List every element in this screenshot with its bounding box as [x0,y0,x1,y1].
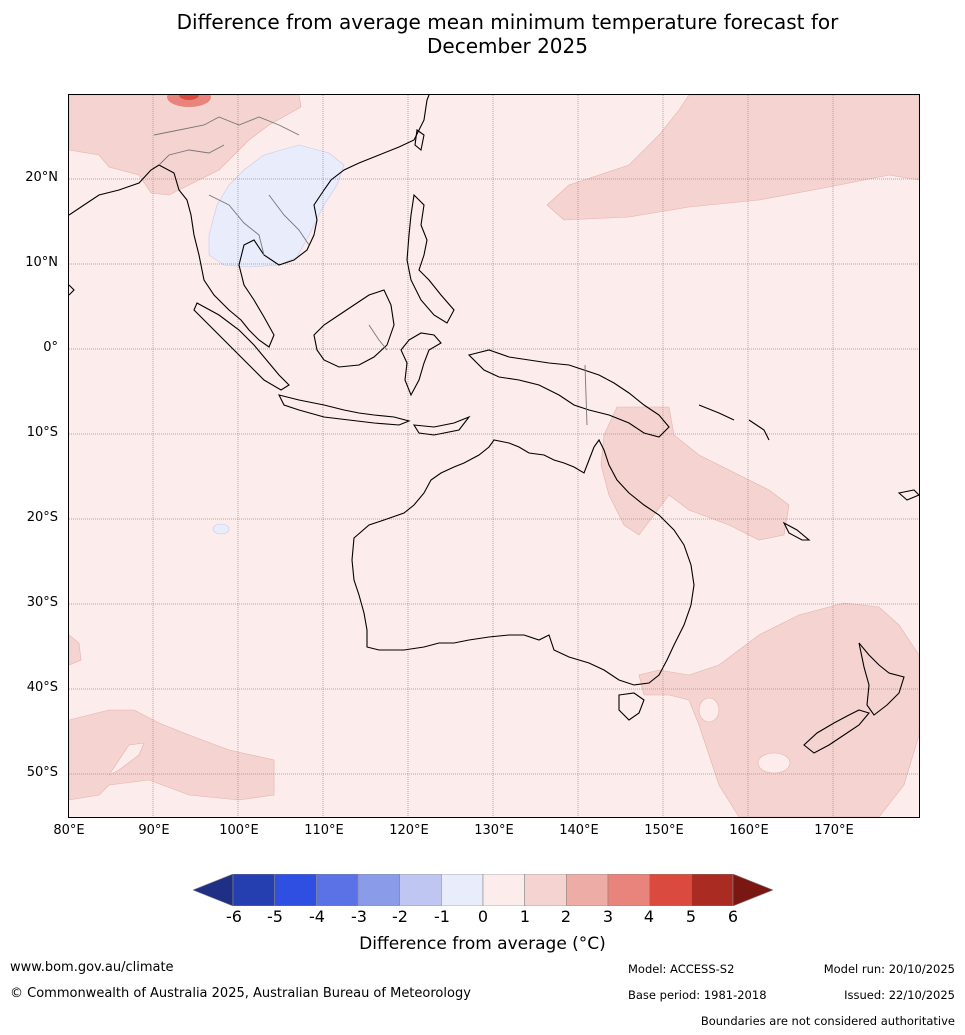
colorbar-swatch [232,874,275,906]
colorbar-swatch [524,874,567,906]
warm-region-north-pacific [546,95,919,221]
footer-copyright: © Commonwealth of Australia 2025, Austra… [10,986,471,1001]
coast-new-guinea [467,349,670,438]
forecast-map [68,94,920,818]
footer-model-run: Model run: 20/10/2025 [823,962,955,976]
lon-label-120e: 120°E [389,823,429,838]
footer-website: www.bom.gov.au/climate [10,960,174,975]
coast-taiwan [414,129,425,152]
anomaly-cool-spot [212,523,230,535]
warm-region-coral-sea [600,406,790,541]
coast-new-caledonia [782,521,811,541]
colorbar-tick: -1 [434,907,450,926]
colorbar-tick: -2 [392,907,408,926]
warm-region-southern-indian-ocean [69,709,275,801]
coast-java [277,394,411,426]
title-line-1: Difference from average mean minimum tem… [176,10,839,34]
colorbar-extend-high [732,874,773,906]
colorbar-tick: 1 [519,907,531,926]
colorbar-swatch [482,874,525,906]
coast-solomons [698,404,735,421]
coast-asia-mainland [69,95,430,348]
colorbar-swatch [566,874,609,906]
colorbar [193,874,773,906]
coast-philippines [406,193,455,324]
footer-model: Model: ACCESS-S2 [628,962,735,976]
coast-tasmania [618,692,645,721]
colorbar-tick: 6 [727,907,739,926]
warm-region-west-edge [69,634,82,666]
coastlines [69,95,919,754]
lat-label-0: 0° [43,340,58,355]
coast-nz-north [858,642,905,716]
coast-nz-south [803,709,870,754]
colorbar-tick: -6 [226,907,242,926]
footer-issued: Issued: 22/10/2025 [844,988,955,1002]
lon-label-160e: 160°E [729,823,769,838]
lat-label-50s: 50°S [26,765,58,780]
colorbar-label: Difference from average (°C) [359,934,606,954]
warm-region-asia-north [69,95,302,196]
colorbar-tick: 5 [685,907,697,926]
coast-vanuatu [748,419,770,441]
colorbar-swatch [316,874,359,906]
colorbar-tick: 3 [602,907,614,926]
coast-australia [351,438,695,686]
lon-label-150e: 150°E [644,823,684,838]
lat-label-20s: 20°S [26,510,58,525]
colorbar-tick: 0 [477,907,489,926]
colorbar-swatch [357,874,400,906]
lon-label-100e: 100°E [219,823,259,838]
country-borders [153,116,588,426]
coast-sumatra [193,302,290,391]
footer-disclaimer: Boundaries are not considered authoritat… [700,1014,955,1028]
colorbar-swatch [441,874,484,906]
lon-label-130e: 130°E [474,823,514,838]
colorbar-swatch [399,874,442,906]
coast-timor [412,415,471,436]
lat-label-10n: 10°N [25,255,58,270]
coast-fiji [897,489,919,501]
colorbar-tick: -4 [309,907,325,926]
map-title: Difference from average mean minimum tem… [0,10,965,58]
lon-label-170e: 170°E [814,823,854,838]
lat-label-30s: 30°S [26,595,58,610]
map-svg [69,95,919,817]
colorbar-tick: 2 [560,907,572,926]
lat-label-20n: 20°N [25,170,58,185]
lon-label-80e: 80°E [53,823,85,838]
colorbar-tick: -5 [267,907,283,926]
anomaly-warm-regions [69,95,919,817]
lon-label-140e: 140°E [559,823,599,838]
colorbar-swatch [607,874,650,906]
colorbar-swatch [274,874,317,906]
colorbar-extend-low [193,874,234,906]
lon-label-90e: 90°E [138,823,170,838]
lat-label-10s: 10°S [26,425,58,440]
lon-label-110e: 110°E [304,823,344,838]
colorbar-tick: -3 [351,907,367,926]
warm-region-tasman-sea [638,602,919,817]
colorbar-swatch [649,874,692,906]
colorbar-tick: 4 [643,907,655,926]
colorbar-swatch [691,874,734,906]
coast-sulawesi [400,332,442,397]
lat-label-40s: 40°S [26,680,58,695]
footer-base-period: Base period: 1981-2018 [628,988,767,1002]
coast-borneo [313,289,395,368]
title-line-2: December 2025 [427,34,588,58]
anomaly-hot-spot [167,95,211,107]
coast-india-edge [69,284,75,296]
